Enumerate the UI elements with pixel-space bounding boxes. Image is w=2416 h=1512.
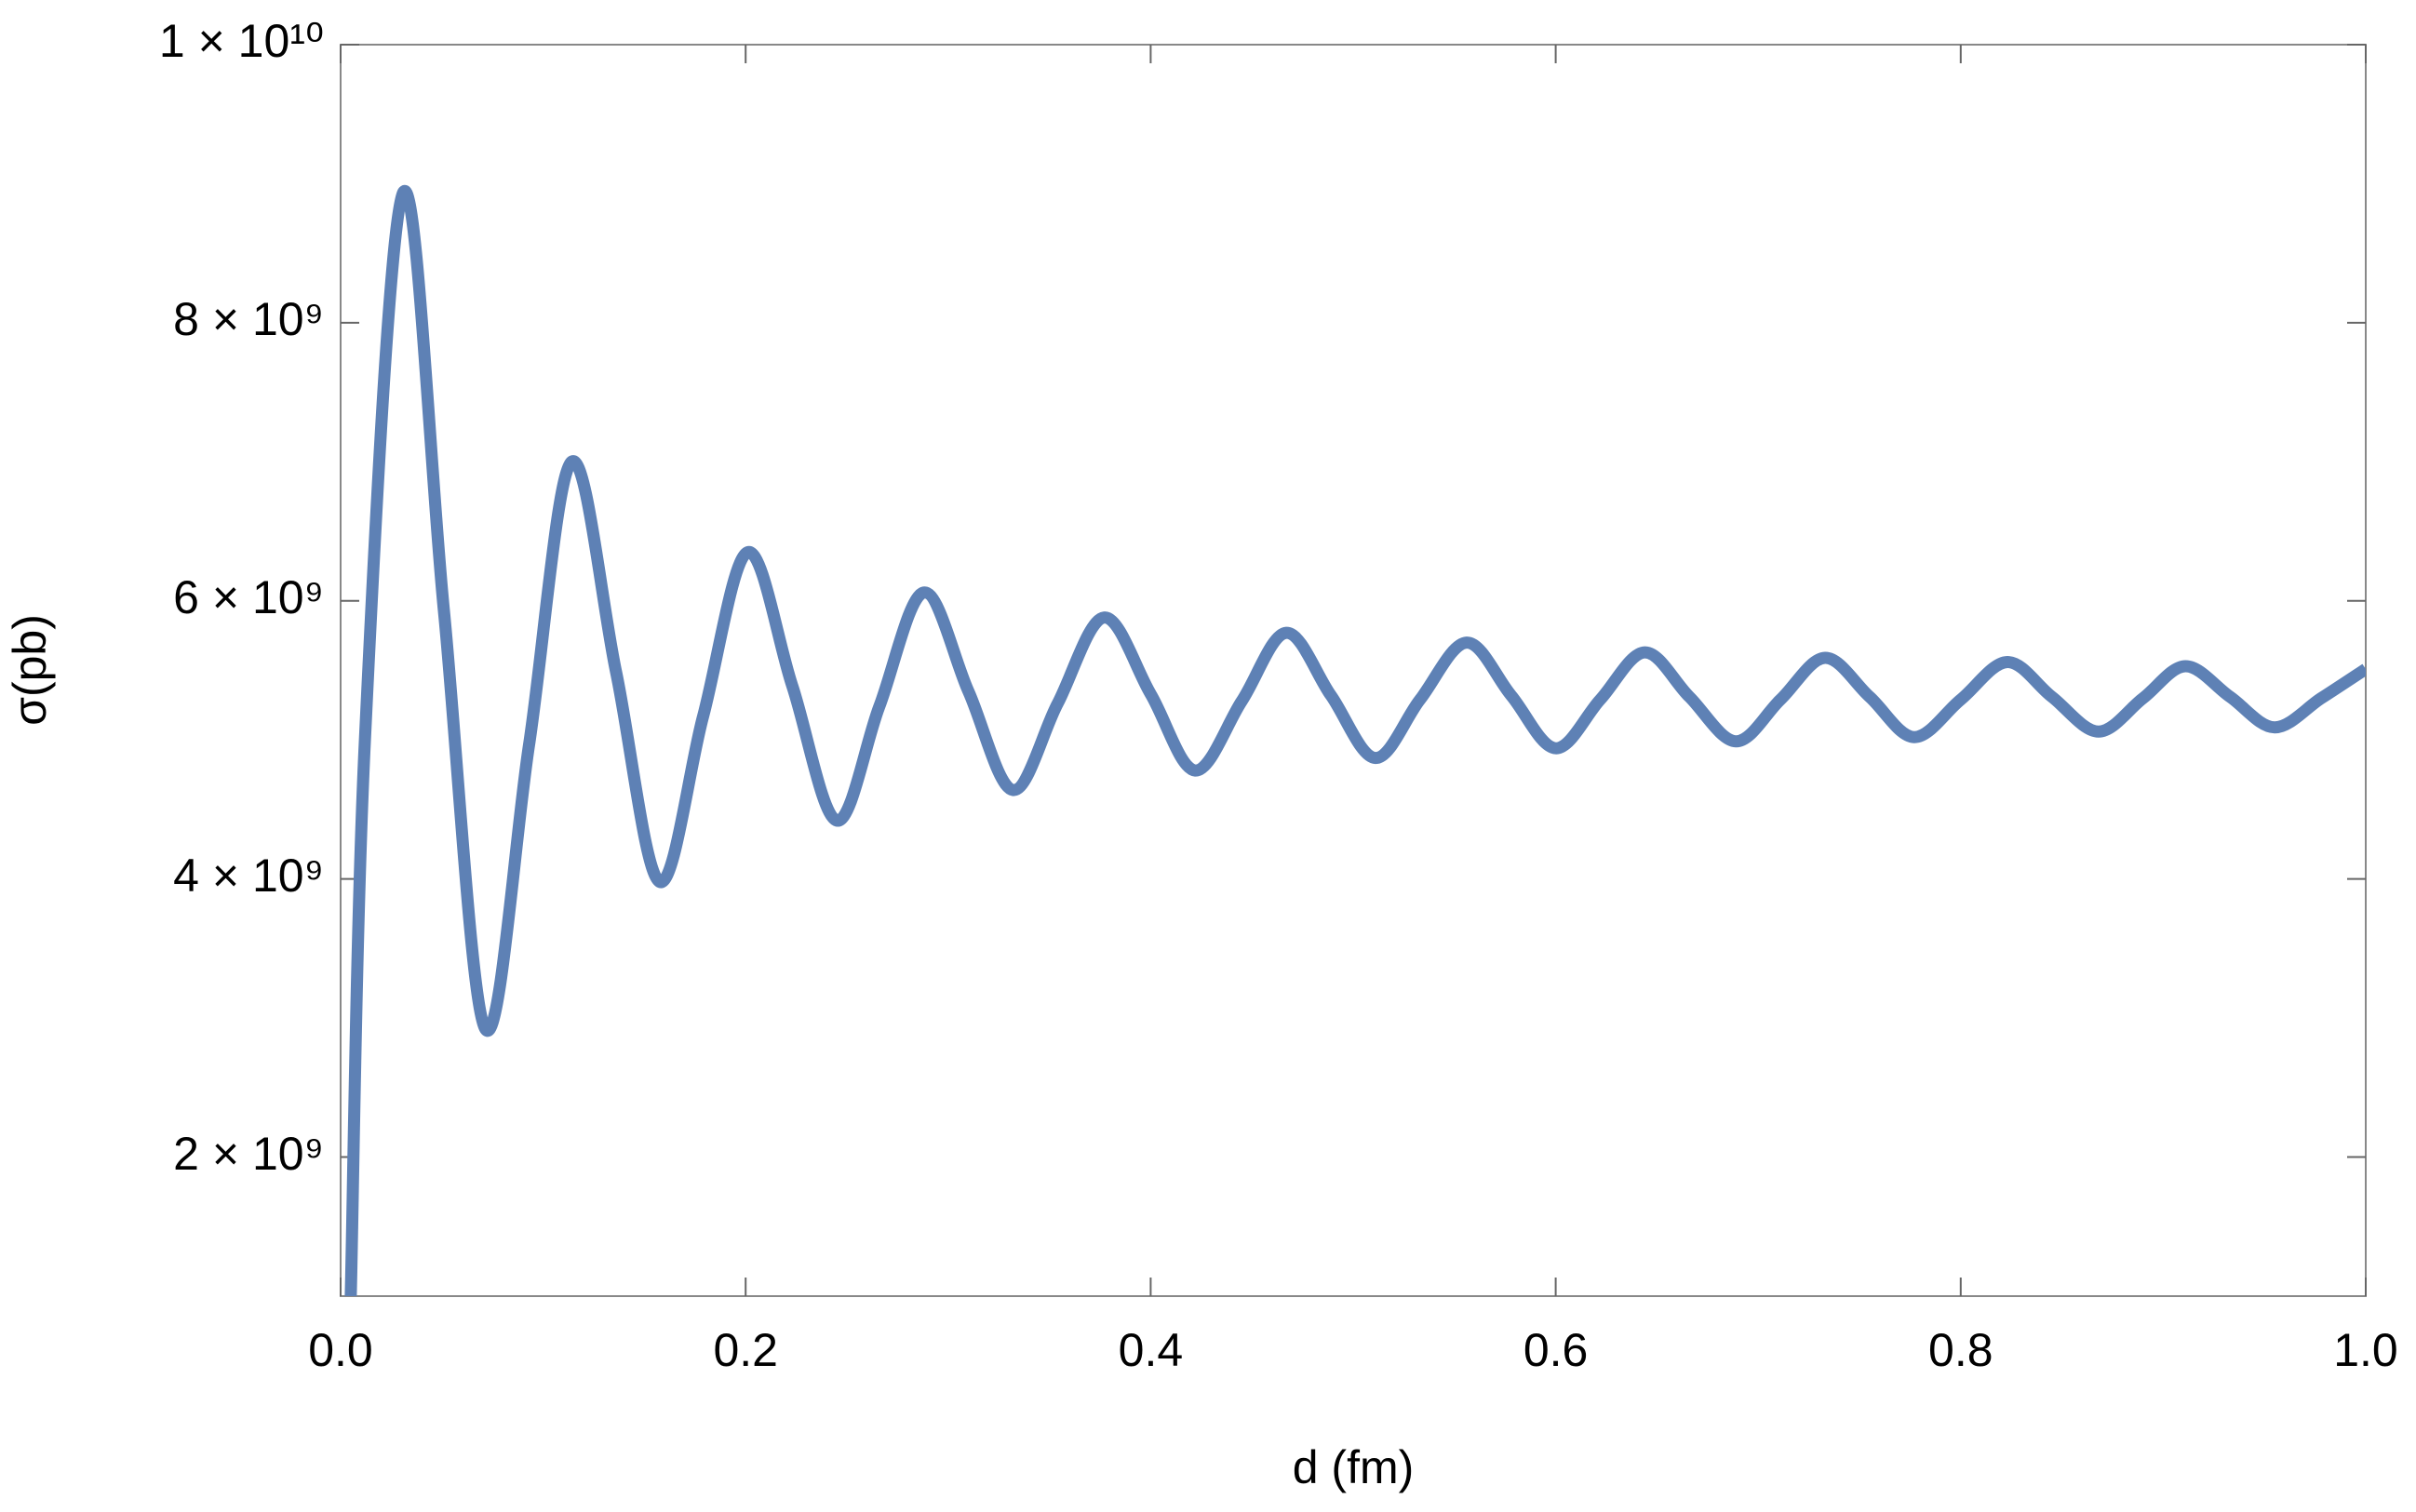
x-tick-label: 0.8 <box>1928 1324 1993 1376</box>
y-tick-label: 6 × 10⁹ <box>173 571 324 623</box>
y-tick-label: 1 × 10¹⁰ <box>159 15 324 67</box>
y-tick-label: 4 × 10⁹ <box>173 850 324 902</box>
x-tick-label: 0.2 <box>713 1324 778 1376</box>
x-tick-label: 0.0 <box>308 1324 373 1376</box>
y-axis-label: σ(pb) <box>4 614 56 726</box>
x-tick-label: 0.6 <box>1523 1324 1589 1376</box>
x-tick-label: 0.4 <box>1119 1324 1184 1376</box>
y-tick-label: 2 × 10⁹ <box>173 1128 324 1180</box>
x-tick-label: 1.0 <box>2333 1324 2398 1376</box>
y-tick-label: 8 × 10⁹ <box>173 293 324 345</box>
line-series <box>344 184 2366 1296</box>
frame <box>340 44 2367 1297</box>
x-axis-label: d (fm) <box>1293 1441 1415 1493</box>
